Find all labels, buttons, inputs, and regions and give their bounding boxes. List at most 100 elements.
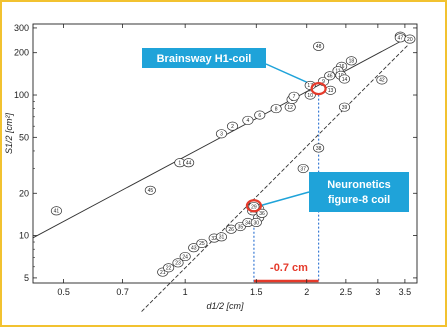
- callout-box-fig8: [309, 172, 409, 212]
- data-point: 46: [324, 71, 336, 81]
- callout-box-h1: [142, 48, 266, 68]
- data-point: 42: [376, 75, 388, 85]
- callout-h1-pointer: [265, 63, 315, 87]
- callouts: Brainsway H1-coil Neuronetics figure-8 c…: [142, 48, 409, 274]
- x-tick-label: 3: [375, 287, 380, 297]
- point-marker: [376, 75, 388, 85]
- data-points: 4145144324681257171094616111819141340482…: [50, 31, 416, 277]
- point-label: 43: [191, 246, 197, 252]
- point-label: 21: [160, 270, 166, 276]
- point-label: 10: [307, 93, 313, 99]
- fit-line-dashed: [141, 45, 408, 312]
- data-point: 25: [196, 238, 208, 248]
- point-marker: [254, 110, 266, 120]
- data-point: 45: [144, 185, 156, 195]
- point-label: 20: [407, 37, 413, 43]
- point-label: 35: [238, 224, 244, 230]
- data-point: 22: [163, 263, 175, 273]
- data-point: 8: [270, 104, 282, 114]
- point-label: 29: [251, 204, 257, 210]
- point-label: 16: [339, 64, 345, 70]
- point-label: 7: [293, 94, 296, 100]
- x-tick-label: 3.5: [399, 287, 412, 297]
- y-tick-label: 100: [14, 90, 29, 100]
- point-label: 37: [300, 166, 306, 172]
- point-label: 17: [307, 83, 313, 89]
- data-point: 44: [183, 158, 195, 168]
- y-tick-label: 10: [19, 231, 29, 241]
- point-marker: [250, 217, 262, 228]
- point-marker: [215, 232, 228, 242]
- point-label: 6: [258, 113, 261, 119]
- data-point: 4: [242, 115, 254, 125]
- point-marker: [172, 258, 184, 268]
- highlight-marker-1: [310, 82, 327, 96]
- point-label: 18: [349, 59, 355, 65]
- point-label: 26: [228, 227, 234, 233]
- point-label: 13: [328, 88, 334, 94]
- data-point: 6: [254, 110, 266, 120]
- point-marker: [345, 56, 357, 66]
- point-label: 42: [379, 78, 385, 84]
- x-tick-label: 1: [183, 287, 188, 297]
- y-tick-label: 5: [24, 273, 29, 283]
- point-marker: [338, 74, 351, 84]
- x-axis-label: d1/2 [cm]: [206, 301, 244, 311]
- point-label: 23: [175, 261, 181, 267]
- x-tick-label: 0.5: [57, 287, 70, 297]
- data-point: 7: [288, 91, 300, 101]
- data-point: 13: [324, 85, 337, 95]
- point-marker: [256, 208, 268, 218]
- data-point: 48: [313, 41, 325, 51]
- data-point: 26: [225, 224, 237, 234]
- highlight-markers: [245, 82, 327, 213]
- callout-h1-text: Brainsway H1-coil: [157, 53, 252, 65]
- data-point: 30: [250, 217, 262, 228]
- point-label: 32: [211, 236, 217, 242]
- point-label: 22: [166, 266, 172, 272]
- data-point: 12: [284, 102, 296, 112]
- data-point: 24: [179, 251, 191, 262]
- point-label: 45: [148, 188, 154, 194]
- point-marker: [313, 143, 325, 153]
- x-tick-label: 2: [304, 287, 309, 297]
- data-point: 38: [313, 143, 325, 153]
- point-marker: [242, 115, 254, 125]
- point-label: 31: [219, 235, 225, 241]
- point-label: 38: [316, 146, 322, 152]
- callout-fig8-line1: Neuronetics: [327, 179, 391, 191]
- point-marker: [313, 41, 325, 51]
- point-label: 44: [186, 160, 192, 166]
- data-point: 20: [404, 34, 416, 44]
- x-tick-label: 0.7: [116, 287, 129, 297]
- point-marker: [188, 243, 200, 253]
- difference-label: -0.7 cm: [270, 262, 308, 274]
- point-marker: [404, 34, 416, 44]
- point-label: 39: [342, 105, 348, 111]
- point-label: 47: [398, 36, 404, 42]
- point-marker: [163, 263, 175, 273]
- point-label: 8: [275, 106, 278, 112]
- point-marker: [183, 158, 195, 168]
- point-label: 34: [245, 220, 251, 226]
- point-marker: [179, 251, 191, 262]
- point-label: 25: [199, 241, 205, 247]
- point-marker: [196, 238, 208, 248]
- point-label: 2: [231, 124, 234, 130]
- data-point: 47: [394, 33, 406, 43]
- point-label: 30: [253, 220, 259, 226]
- data-point: 34: [242, 217, 254, 228]
- plot-area-border: [32, 23, 418, 284]
- point-marker: [226, 121, 239, 131]
- callout-fig8-pointer: [259, 191, 310, 207]
- point-marker: [270, 104, 282, 114]
- y-tick-label: 200: [14, 48, 29, 58]
- data-point: 41: [50, 206, 62, 216]
- point-label: 46: [327, 74, 333, 80]
- point-label: 9: [322, 79, 325, 85]
- point-marker: [324, 71, 336, 81]
- x-tick-label: 2.5: [340, 287, 353, 297]
- point-marker: [338, 102, 351, 112]
- callout-fig8-line2: figure-8 coil: [328, 194, 390, 206]
